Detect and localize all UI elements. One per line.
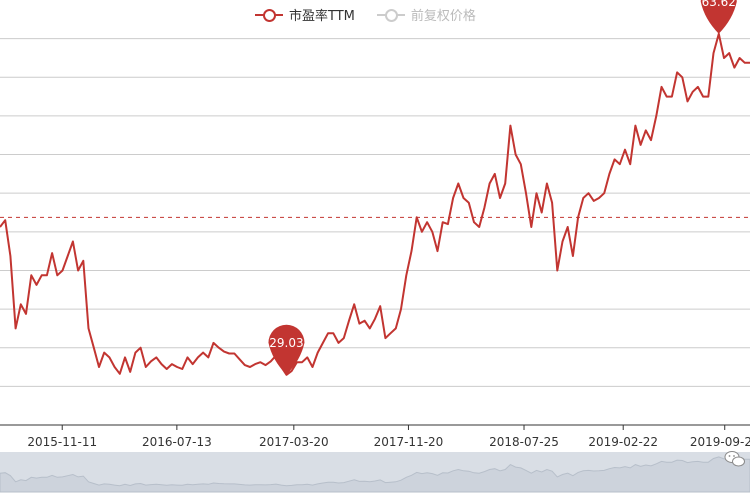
max-mark-point: 63.62	[700, 0, 737, 34]
min-mark-point: 29.03	[268, 324, 305, 375]
min-mark-point-label: 29.03	[269, 336, 303, 350]
x-tick-label: 2019-09-27	[690, 435, 750, 449]
legend-label-price: 前复权价格	[410, 9, 476, 24]
y-gridlines	[0, 38, 750, 387]
x-axis-ticks: 2015-11-11 2016-07-13 2017-03-20 2017-11-20…	[27, 425, 750, 449]
mark-points: 63.62 29.03	[268, 0, 737, 375]
pe-ttm-series-line	[0, 32, 750, 376]
zoom-preview-area	[0, 456, 750, 493]
x-tick-label: 2015-11-11	[27, 435, 97, 449]
legend-swatch-price-icon	[376, 8, 405, 22]
x-tick-label: 2019-02-22	[588, 435, 658, 449]
legend-swatch-pe-icon	[255, 8, 283, 22]
datazoom-slider[interactable]	[0, 452, 750, 493]
x-tick-label: 2017-03-20	[259, 435, 329, 449]
x-tick-label: 2018-07-25	[489, 435, 559, 449]
legend: 市盈率TTM 前复权价格	[255, 5, 476, 24]
legend-label-pe-ttm: 市盈率TTM	[289, 9, 355, 24]
wechat-icon	[724, 451, 745, 467]
x-tick-label: 2017-11-20	[374, 435, 444, 449]
max-mark-point-label: 63.62	[702, 0, 736, 9]
x-tick-label: 2016-07-13	[142, 435, 212, 449]
legend-item-pe-ttm[interactable]: 市盈率TTM	[255, 5, 355, 24]
legend-item-price[interactable]: 前复权价格	[376, 5, 476, 24]
